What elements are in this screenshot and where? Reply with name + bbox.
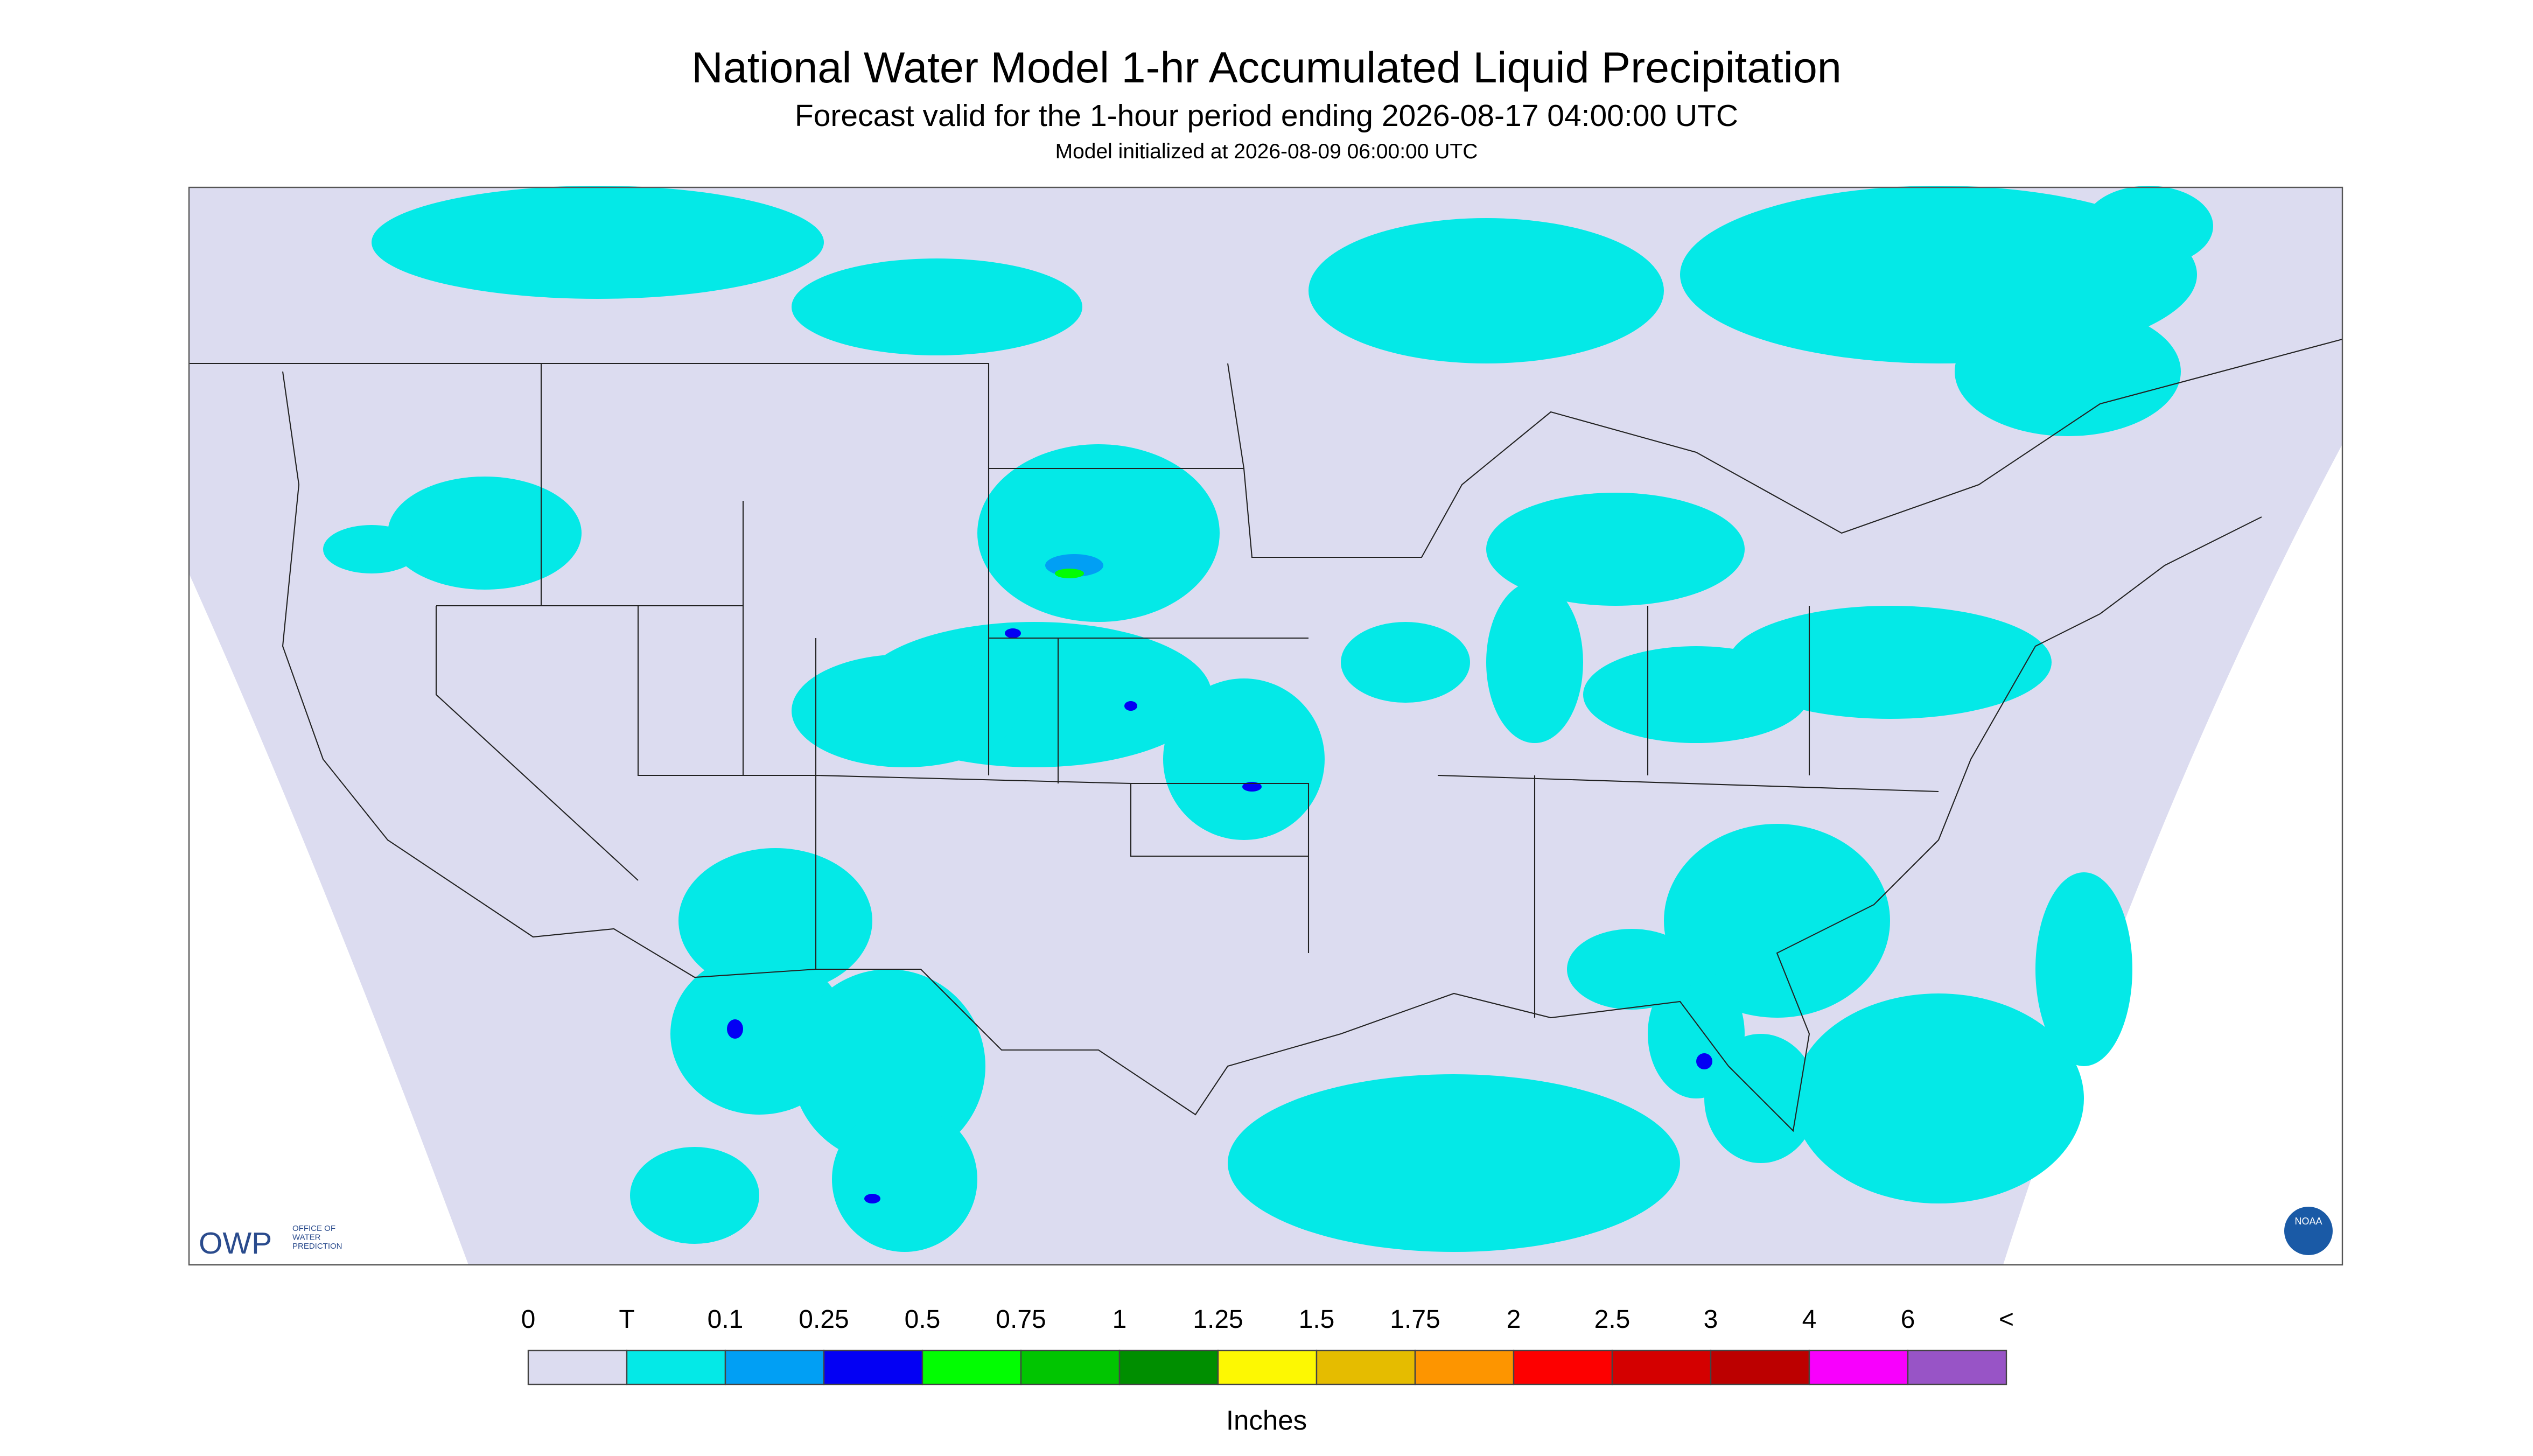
precip-core (864, 1194, 880, 1204)
precip-area (630, 1147, 759, 1244)
noaa-logo (2284, 1207, 2333, 1256)
precip-core (1005, 628, 1021, 639)
precip-core (1242, 782, 1262, 792)
legend-label: 1 (1112, 1305, 1127, 1334)
precip-area (2035, 872, 2132, 1067)
precip-area (1583, 646, 1809, 744)
legend-swatch (1808, 1349, 1909, 1385)
legend-swatch (626, 1349, 726, 1385)
precip-area (1567, 929, 1696, 1010)
legend-label: 6 (1901, 1305, 1915, 1334)
legend-swatch (1513, 1349, 1613, 1385)
legend-swatch (724, 1349, 825, 1385)
legend-swatch (1217, 1349, 1318, 1385)
legend-label: 0.1 (708, 1305, 744, 1334)
legend-label: 2 (1507, 1305, 1521, 1334)
legend-swatch (1907, 1349, 2007, 1385)
legend-swatch (1020, 1349, 1121, 1385)
precip-area (1228, 1074, 1680, 1252)
legend-swatch (1118, 1349, 1219, 1385)
legend-units: Inches (1226, 1405, 1307, 1436)
precip-area (1341, 622, 1470, 703)
legend-label: 2.5 (1594, 1305, 1631, 1334)
legend-swatch (823, 1349, 923, 1385)
legend-label: 0.5 (905, 1305, 941, 1334)
map-frame (188, 186, 2343, 1266)
owp-logo-line: WATER (292, 1233, 321, 1242)
precip-area (1664, 824, 1890, 1018)
init-note: Model initialized at 2026-08-09 06:00:00… (1055, 140, 1478, 163)
precip-area (1163, 678, 1325, 841)
legend-swatch (1316, 1349, 1416, 1385)
legend-label: 3 (1704, 1305, 1718, 1334)
title: National Water Model 1-hr Accumulated Li… (691, 44, 1842, 92)
precip-area (977, 444, 1220, 622)
precip-area (1486, 493, 1745, 606)
precip-area (2084, 186, 2213, 267)
precip-area (1955, 307, 2181, 437)
precip-areas (323, 186, 2213, 1252)
legend-label: 1.75 (1390, 1305, 1440, 1334)
precip-core (1124, 701, 1137, 711)
legend-label: 4 (1802, 1305, 1817, 1334)
precip-area (792, 258, 1082, 356)
legend-label: T (619, 1305, 634, 1334)
precip-area (832, 1107, 977, 1252)
boundaries (189, 338, 2343, 1132)
legend-swatch (1710, 1349, 1810, 1385)
legend-label: 1.25 (1193, 1305, 1243, 1334)
legend-swatch (1611, 1349, 1712, 1385)
noaa-logo-text: NOAA (2294, 1216, 2322, 1227)
legend-label: 0 (521, 1305, 536, 1334)
legend-label: 0.25 (799, 1305, 849, 1334)
legend-swatch (1414, 1349, 1515, 1385)
legend-label: < (1999, 1305, 2014, 1334)
precip-area (388, 477, 582, 590)
precip-core (727, 1019, 743, 1039)
precip-core (1055, 569, 1084, 579)
owp-logo-line: PREDICTION (292, 1242, 342, 1251)
precip-area (1486, 582, 1583, 744)
precip-area (1309, 218, 1664, 364)
legend-label: 0.75 (996, 1305, 1046, 1334)
owp-logo: OWP (199, 1226, 272, 1261)
precip-area (792, 654, 1018, 768)
precip-core (1696, 1053, 1712, 1070)
precip-area (1793, 993, 2084, 1204)
state-lines (435, 363, 1939, 1018)
precip-area (323, 525, 420, 574)
legend: 0 T 0.1 0.25 0.5 0.75 1 1.25 1.5 1.75 2 2.5 3 4 6 < (521, 1305, 2014, 1385)
owp-logo-line: OFFICE OF (292, 1224, 335, 1233)
legend-swatch (921, 1349, 1022, 1385)
legend-swatch (527, 1349, 628, 1385)
subtitle: Forecast valid for the 1-hour period end… (795, 99, 1738, 133)
precip-area (678, 848, 872, 994)
legend-label: 1.5 (1299, 1305, 1335, 1334)
precip-area (372, 186, 824, 299)
coastline (282, 371, 2262, 1132)
